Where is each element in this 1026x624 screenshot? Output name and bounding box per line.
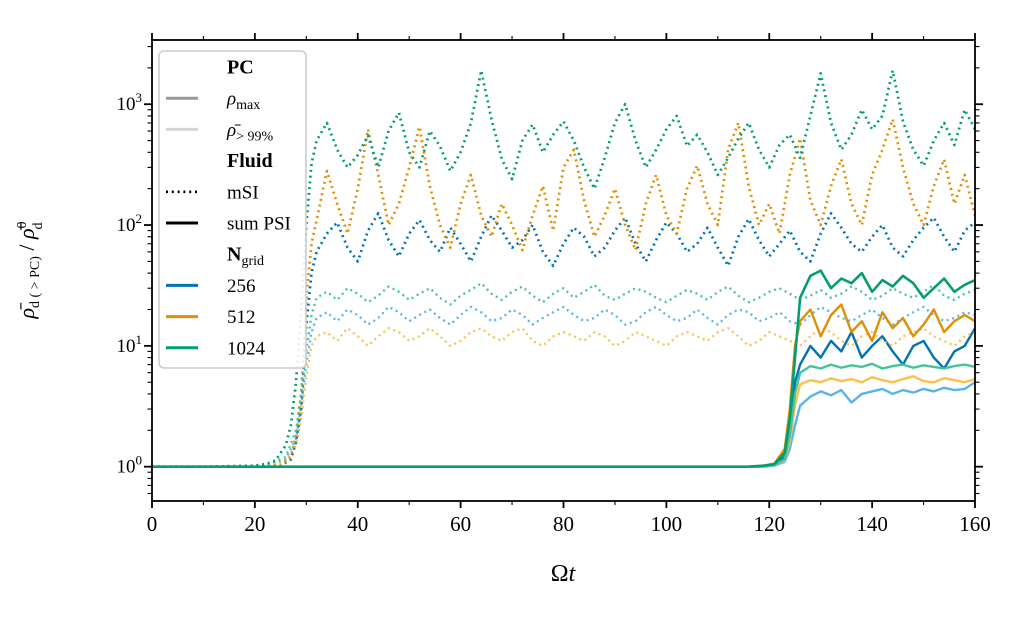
y-axis-label: ρ̄d ( > PC) / ρ̄0d xyxy=(14,221,46,319)
data-series-layer xyxy=(152,69,975,469)
x-tick-label: 0 xyxy=(147,512,158,536)
x-tick-label: 140 xyxy=(856,512,888,536)
y-tick-labels: 100 101 102 103 xyxy=(117,90,143,477)
series-n-256-msi-rho-max xyxy=(152,211,975,469)
legend-label: ρmax xyxy=(226,89,260,114)
legend-header: Ngrid xyxy=(227,244,264,270)
x-tick-label: 160 xyxy=(959,512,991,536)
x-tick-label: 60 xyxy=(450,512,471,536)
legend-label: 512 xyxy=(227,307,256,328)
plot-border xyxy=(151,39,976,502)
y-tick-label: 101 xyxy=(117,332,143,357)
series-n-512-sum-psi-rho-99- xyxy=(152,375,975,468)
x-tick-label: 100 xyxy=(651,512,683,536)
legend-label: sum PSI xyxy=(227,214,291,235)
legend-header: Fluid xyxy=(227,150,273,172)
legend-label: 1024 xyxy=(227,338,266,359)
y-tick-label: 102 xyxy=(117,211,143,236)
x-tick-label: 20 xyxy=(244,512,265,536)
x-axis-label: Ωt xyxy=(551,561,577,587)
series-n-1024-sum-psi-rho-max xyxy=(152,269,975,468)
x-tick-label: 80 xyxy=(553,512,574,536)
y-tick-label: 100 xyxy=(117,453,143,478)
series-n-512-msi-rho-99- xyxy=(152,327,975,468)
series-n-256-sum-psi-rho-99- xyxy=(152,381,975,468)
series-n-1024-msi-rho-99- xyxy=(152,282,975,468)
y-tick-label: 103 xyxy=(117,90,143,115)
x-tick-labels: 0 20 40 60 80 100 120 140 160 xyxy=(147,512,991,536)
legend-label: 256 xyxy=(227,276,256,297)
legend-label: mSI xyxy=(227,182,259,203)
legend-header: PC xyxy=(227,57,254,79)
x-tick-label: 40 xyxy=(347,512,368,536)
x-tick-label: 120 xyxy=(754,512,786,536)
